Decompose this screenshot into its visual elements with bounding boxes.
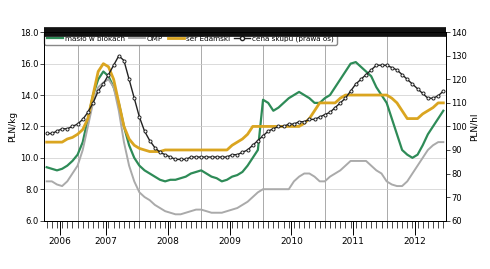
Y-axis label: PLN/kg: PLN/kg xyxy=(8,111,17,142)
Legend: masło w blokach, OMP, ser Edamski, cena skupu (prawa oś): masło w blokach, OMP, ser Edamski, cena … xyxy=(44,32,337,45)
Y-axis label: PLN/hl: PLN/hl xyxy=(470,112,479,141)
